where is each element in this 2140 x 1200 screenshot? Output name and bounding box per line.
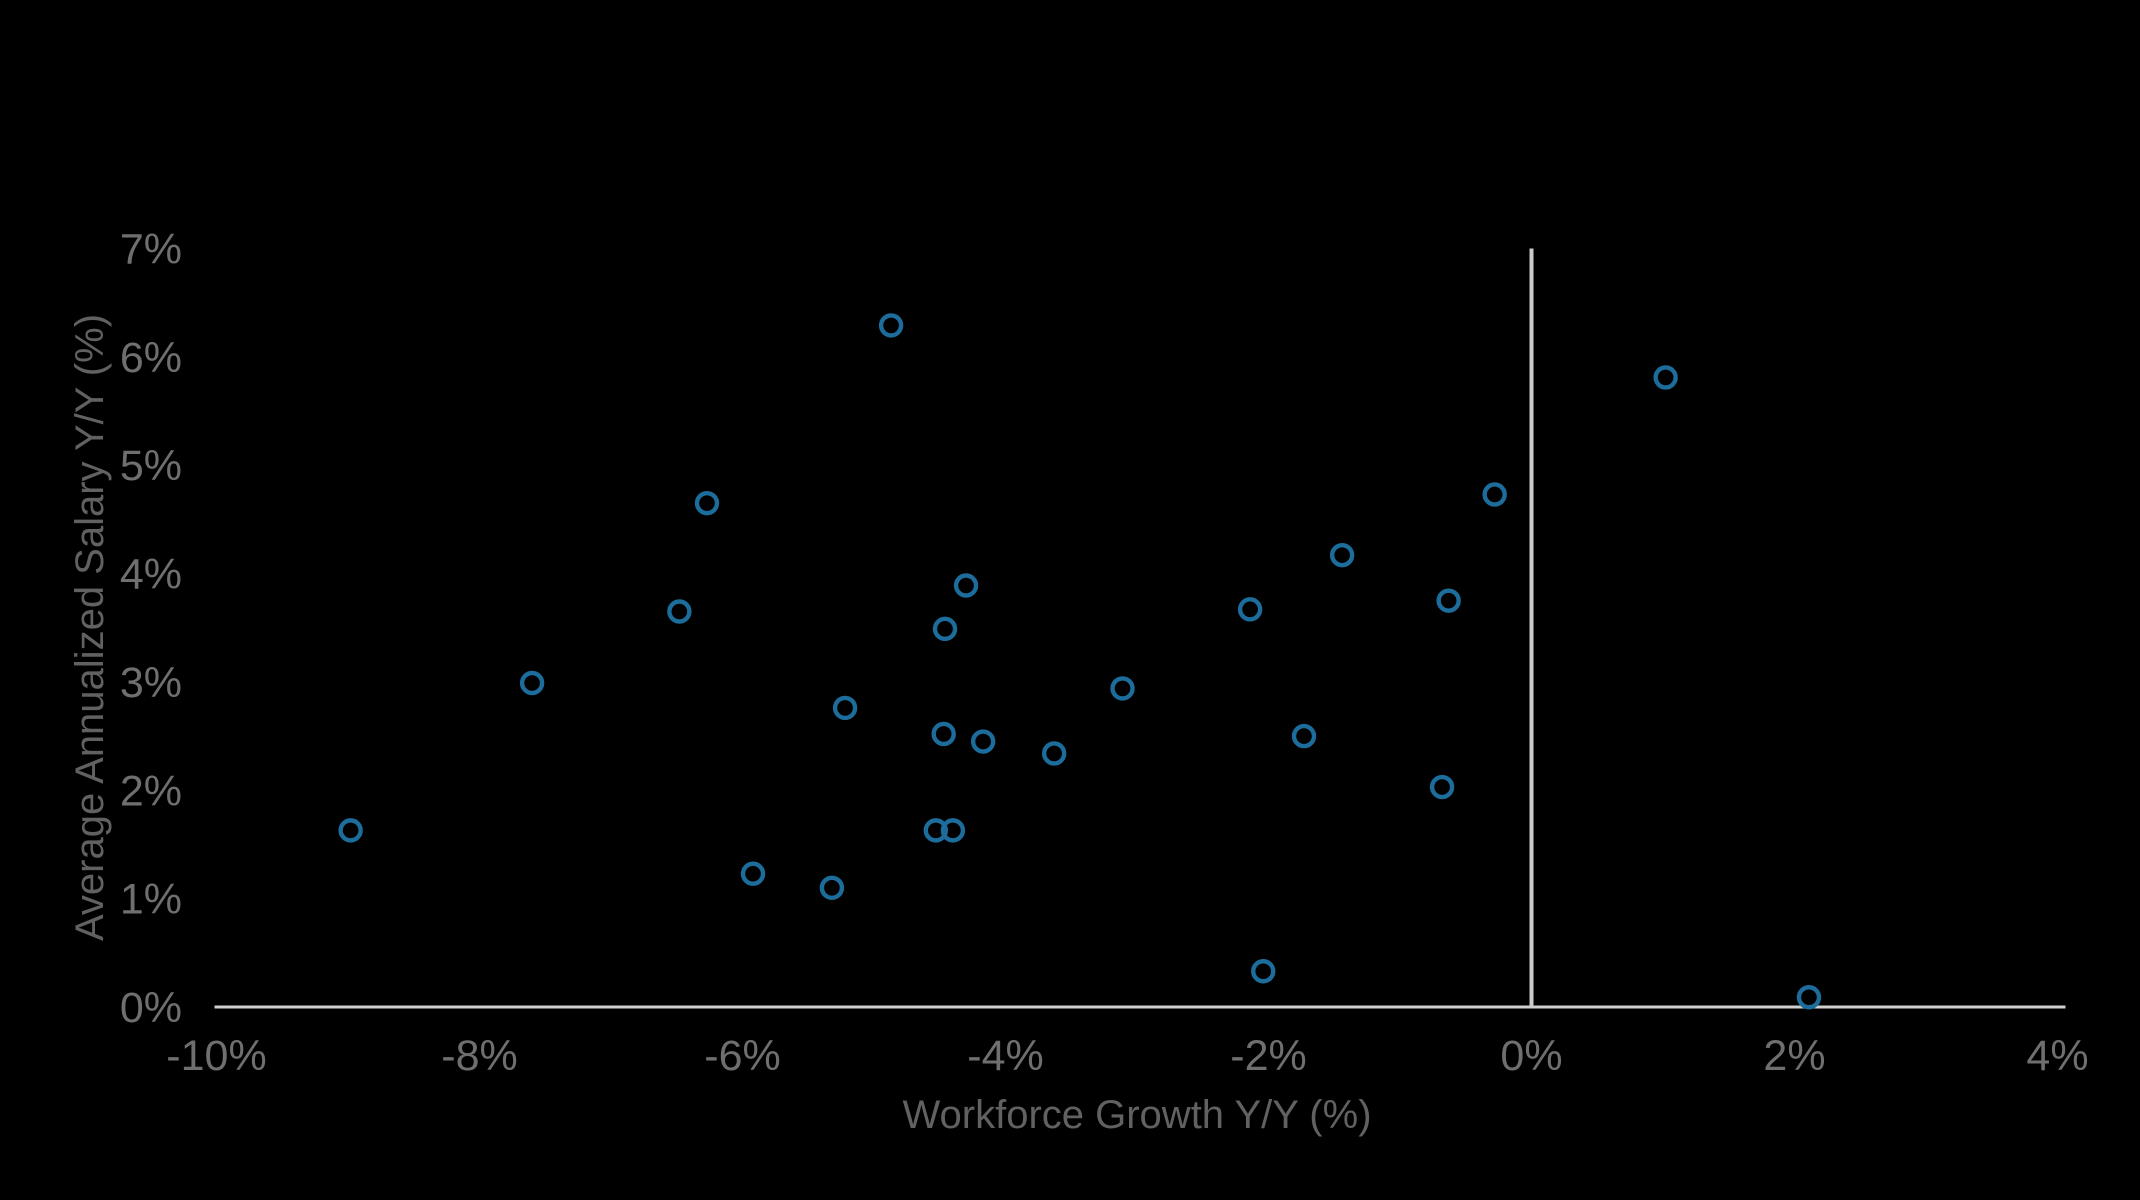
data-point <box>832 695 858 721</box>
y-axis-tick-labels: 0% 1% 2% 3% 4% 5% 6% 7% <box>120 226 182 1033</box>
data-point <box>1436 588 1461 613</box>
data-point <box>740 861 766 886</box>
y-tick-label: 7% <box>120 226 182 274</box>
data-point <box>1482 482 1507 507</box>
data-point <box>519 670 545 696</box>
y-axis-title: Average Annualized Salary Y/Y (%) <box>68 314 112 941</box>
y-tick-label: 1% <box>120 876 182 924</box>
scatter-points <box>338 313 1822 1010</box>
data-point <box>1237 597 1263 622</box>
x-tick-label: -10% <box>166 1032 266 1080</box>
data-point <box>923 818 949 843</box>
data-point <box>338 818 363 843</box>
data-point <box>819 875 845 901</box>
data-point <box>1291 723 1317 749</box>
x-tick-label: -6% <box>704 1032 780 1080</box>
data-point <box>970 729 996 754</box>
y-tick-label: 3% <box>120 659 182 707</box>
data-point <box>931 721 956 747</box>
data-point <box>694 490 720 516</box>
data-point <box>1329 542 1355 568</box>
data-point <box>1110 676 1135 701</box>
x-tick-label: -8% <box>441 1032 517 1080</box>
data-point <box>932 616 958 642</box>
data-point <box>1041 741 1067 766</box>
y-tick-label: 6% <box>120 334 182 382</box>
x-tick-label: 4% <box>2026 1032 2088 1080</box>
y-tick-label: 2% <box>120 767 182 815</box>
data-point <box>1251 959 1276 984</box>
x-axis-tick-labels: -10% -8% -6% -4% -2% 0% 2% 4% <box>166 1032 2088 1080</box>
x-tick-label: 2% <box>1763 1032 1825 1080</box>
y-tick-label: 4% <box>120 551 182 599</box>
data-point <box>878 313 904 338</box>
data-point <box>940 818 966 843</box>
data-point <box>1429 774 1455 800</box>
x-axis-title: Workforce Growth Y/Y (%) <box>902 1093 1371 1137</box>
x-tick-label: -4% <box>967 1032 1043 1080</box>
y-tick-label: 5% <box>120 442 182 490</box>
data-point <box>1796 985 1822 1010</box>
x-tick-label: -2% <box>1230 1032 1306 1080</box>
data-point <box>667 599 692 624</box>
data-point <box>1653 365 1678 390</box>
x-tick-label: 0% <box>1500 1032 1562 1080</box>
y-tick-label: 0% <box>120 984 182 1032</box>
data-point <box>953 573 979 598</box>
